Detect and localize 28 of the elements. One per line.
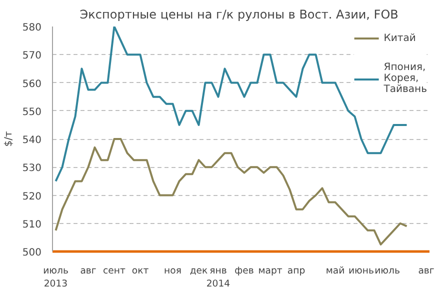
x-tick-label: авг [418,266,434,276]
legend-label: Китай [384,32,416,44]
x-tick-label: фев [234,266,254,276]
y-tick-label: 550 [22,106,42,118]
x-tick-label: апр [287,266,306,276]
y-tick-label: 570 [22,50,42,62]
x-tick-label: ноя [164,266,182,276]
y-axis-title: $/т [3,131,14,147]
x-tick-label: янв 2014 [206,266,230,290]
line-series [54,138,408,246]
x-tick-label: сент [103,266,126,276]
x-tick-label: март [258,266,283,276]
x-tick-label: июль [374,266,400,276]
x-tick-label: июль 2013 [43,266,68,290]
y-tick-label: 510 [22,219,42,230]
y-tick-label: 530 [22,163,42,174]
x-tick-label: июнь [348,266,374,276]
x-tick-label: май [326,266,345,276]
legend-label: Япония, Корея, Тайвань [384,62,427,95]
x-tick-label: окт [132,266,150,276]
y-tick-label: 520 [22,191,42,202]
x-tick-label: дек [190,266,208,276]
y-tick-label: 540 [22,135,42,146]
y-tick-label: 560 [22,78,42,90]
chart-title: Экспортные цены на г/к рулоны в Вост. Азии, FOB [80,8,398,22]
y-tick-label: 580 [22,22,42,34]
x-tick-label: авг [80,266,96,276]
y-tick-label: 500 [22,248,42,258]
